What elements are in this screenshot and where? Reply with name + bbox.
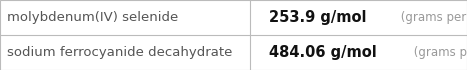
Text: 484.06 g/mol: 484.06 g/mol — [269, 45, 376, 60]
Text: molybdenum(IV) selenide: molybdenum(IV) selenide — [7, 11, 178, 24]
Text: sodium ferrocyanide decahydrate: sodium ferrocyanide decahydrate — [7, 46, 233, 59]
Text: (grams per mole): (grams per mole) — [396, 11, 467, 24]
Text: (grams per mole): (grams per mole) — [410, 46, 467, 59]
Text: 253.9 g/mol: 253.9 g/mol — [269, 10, 366, 25]
